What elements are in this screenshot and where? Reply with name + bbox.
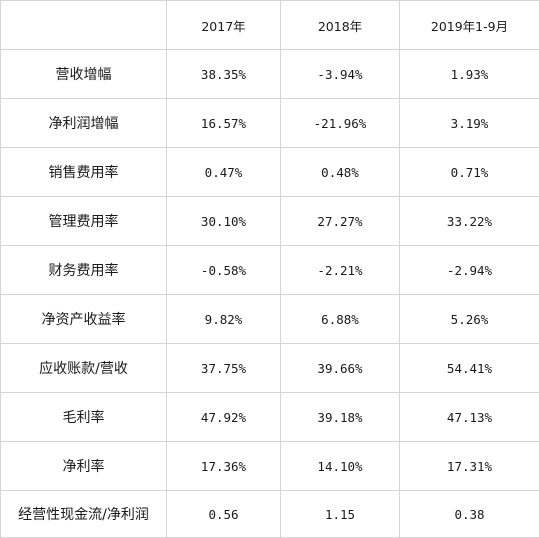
header-row: 2017年 2018年 2019年1-9月: [1, 1, 539, 50]
table-cell: 54.41%: [400, 344, 539, 393]
table-cell: 17.36%: [167, 442, 281, 491]
table-cell: 39.18%: [281, 393, 400, 442]
table-row: 毛利率 47.92% 39.18% 47.13%: [1, 393, 539, 442]
table-row: 销售费用率 0.47% 0.48% 0.71%: [1, 148, 539, 197]
table-cell: 27.27%: [281, 197, 400, 246]
table-cell: 1.93%: [400, 50, 539, 99]
table-cell: 33.22%: [400, 197, 539, 246]
table-cell: 1.15: [281, 491, 400, 538]
table-cell: -2.21%: [281, 246, 400, 295]
table-cell: 14.10%: [281, 442, 400, 491]
table-row: 净资产收益率 9.82% 6.88% 5.26%: [1, 295, 539, 344]
table-cell: 0.71%: [400, 148, 539, 197]
table-cell: 30.10%: [167, 197, 281, 246]
row-label: 销售费用率: [1, 148, 167, 197]
row-label: 应收账款/营收: [1, 344, 167, 393]
header-cell-2017: 2017年: [167, 1, 281, 50]
row-label: 经营性现金流/净利润: [1, 491, 167, 538]
table-cell: 0.48%: [281, 148, 400, 197]
table-cell: 0.38: [400, 491, 539, 538]
row-label: 财务费用率: [1, 246, 167, 295]
table-cell: 16.57%: [167, 99, 281, 148]
header-cell-corner: [1, 1, 167, 50]
table-cell: -21.96%: [281, 99, 400, 148]
table-row: 营收增幅 38.35% -3.94% 1.93%: [1, 50, 539, 99]
table-row: 应收账款/营收 37.75% 39.66% 54.41%: [1, 344, 539, 393]
table-cell: 37.75%: [167, 344, 281, 393]
table-cell: 39.66%: [281, 344, 400, 393]
row-label: 营收增幅: [1, 50, 167, 99]
table-cell: -3.94%: [281, 50, 400, 99]
table-cell: 38.35%: [167, 50, 281, 99]
table-row: 管理费用率 30.10% 27.27% 33.22%: [1, 197, 539, 246]
row-label: 净利率: [1, 442, 167, 491]
row-label: 管理费用率: [1, 197, 167, 246]
table-cell: -0.58%: [167, 246, 281, 295]
table-cell: 6.88%: [281, 295, 400, 344]
table-cell: -2.94%: [400, 246, 539, 295]
table-row: 净利率 17.36% 14.10% 17.31%: [1, 442, 539, 491]
header-cell-2018: 2018年: [281, 1, 400, 50]
table-cell: 47.92%: [167, 393, 281, 442]
table-cell: 9.82%: [167, 295, 281, 344]
row-label: 净利润增幅: [1, 99, 167, 148]
table-row: 经营性现金流/净利润 0.56 1.15 0.38: [1, 491, 539, 538]
row-label: 净资产收益率: [1, 295, 167, 344]
table-cell: 17.31%: [400, 442, 539, 491]
table-cell: 5.26%: [400, 295, 539, 344]
table-cell: 3.19%: [400, 99, 539, 148]
table-cell: 0.56: [167, 491, 281, 538]
table-cell: 47.13%: [400, 393, 539, 442]
table-cell: 0.47%: [167, 148, 281, 197]
header-cell-2019-q1-q3: 2019年1-9月: [400, 1, 539, 50]
table-row: 净利润增幅 16.57% -21.96% 3.19%: [1, 99, 539, 148]
table-row: 财务费用率 -0.58% -2.21% -2.94%: [1, 246, 539, 295]
row-label: 毛利率: [1, 393, 167, 442]
